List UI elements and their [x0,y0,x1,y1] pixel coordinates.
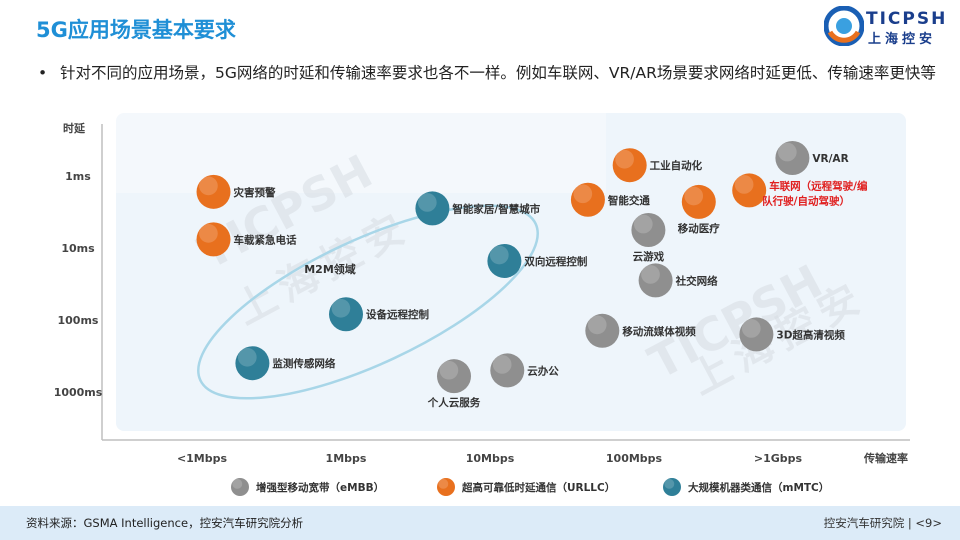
page-number: <9> [915,516,942,530]
logo-subtext: 上海控安 [868,32,937,47]
data-label: 3D超高清视频 [776,328,845,341]
org-name: 控安汽车研究院 [823,516,905,530]
source-note: 资料来源：GSMA Intelligence，控安汽车研究院分析 [26,516,304,530]
legend-label: 大规模机器类通信（mMTC） [688,481,829,494]
data-point [585,313,620,348]
y-tick-label: 1ms [65,170,91,183]
logo-text: TICPSH [866,9,948,29]
bullet-dot: • [38,64,48,82]
data-point-shine [199,224,218,243]
x-tick-label: 1Mbps [326,452,367,465]
data-label: 智能交通 [607,194,650,207]
data-label: 云游戏 [633,250,665,263]
data-label: 移动流媒体视频 [622,325,696,338]
data-point-shine [417,193,437,212]
data-point-shine [741,319,761,338]
bullet-point: • 针对不同的应用场景，5G网络的时延和传输速率要求也各不一样。例如车联网、VR… [34,62,944,84]
legend-label: 增强型移动宽带（eMBB） [256,481,384,494]
y-tick-label: 10ms [61,242,95,255]
bullet-text: 针对不同的应用场景，5G网络的时延和传输速率要求也各不一样。例如车联网、VR/A… [60,64,936,82]
chart-highlight [116,113,606,193]
data-point [196,174,231,209]
data-point-shine [641,265,660,284]
x-tick-label: 100Mbps [606,452,663,465]
y-tick-label: 1000ms [54,386,103,399]
x-tick-label: >1Gbps [754,452,803,465]
data-point [235,346,270,381]
data-point [681,184,716,219]
data-label: 云办公 [527,364,559,377]
x-axis-label: 传输速率 [863,451,908,465]
x-tick-label: <1Mbps [177,452,228,465]
data-label: 设备远程控制 [366,308,429,321]
logo-mark-icon [824,6,864,46]
data-point-shine [489,245,509,265]
data-point [775,141,810,175]
data-label: 双向远程控制 [523,255,587,268]
data-point [612,148,647,183]
data-point-shine [573,184,593,204]
data-point [631,213,666,247]
data-point-shine [587,315,607,335]
data-point [415,191,450,226]
data-point [487,243,522,278]
data-point [638,263,673,298]
data-point-shine [734,175,754,194]
data-label: 智能家居/智慧城市 [451,202,540,215]
data-point [437,359,471,394]
region-label: M2M领域 [304,262,356,276]
data-point [732,173,767,208]
data-label: 车联网（远程驾驶/编 [769,179,867,192]
data-label: 个人云服务 [427,396,481,409]
data-point-shine [492,355,512,374]
data-point-shine [633,214,653,234]
y-axis-label: 时延 [63,121,86,135]
data-label: 灾害预警 [234,186,276,199]
data-point [490,353,525,388]
data-label: 工业自动化 [650,159,703,172]
page-title: 5G应用场景基本要求 [36,18,236,42]
data-point-shine [331,298,351,318]
data-point [329,297,363,332]
data-point-shine [439,360,459,380]
data-label: VR/AR [812,153,848,165]
data-point [570,182,605,217]
data-point-shine [777,142,797,162]
data-point-shine [615,149,634,169]
separator: | [907,516,916,530]
footer: 资料来源：GSMA Intelligence，控安汽车研究院分析 控安汽车研究院… [0,506,960,540]
legend-swatch [231,478,249,496]
data-point-shine [684,186,704,206]
legend-swatch-shine [664,478,675,489]
data-label: 移动医疗 [678,222,720,235]
legend-swatch-shine [232,478,243,489]
x-tick-label: 10Mbps [466,452,515,465]
legend-swatch [437,478,455,496]
data-point [196,222,231,257]
data-label: 监测传感网络 [272,357,335,370]
legend-swatch-shine [438,478,449,489]
logo: TICPSH 上海控安 [824,6,948,47]
legend-label: 超高可靠低时延通信（URLLC） [461,481,615,494]
footer-right: 控安汽车研究院 | <9> [824,515,942,531]
m2m-region-outline [197,204,539,400]
data-point-shine [199,176,218,196]
data-point [739,317,774,352]
data-label: 社交网络 [675,274,718,287]
data-point-shine [237,347,257,367]
data-label: 车载紧急电话 [234,233,297,246]
y-tick-label: 100ms [58,314,99,327]
legend-swatch [663,478,681,496]
data-label: 队行驶/自动驾驶） [762,194,850,207]
